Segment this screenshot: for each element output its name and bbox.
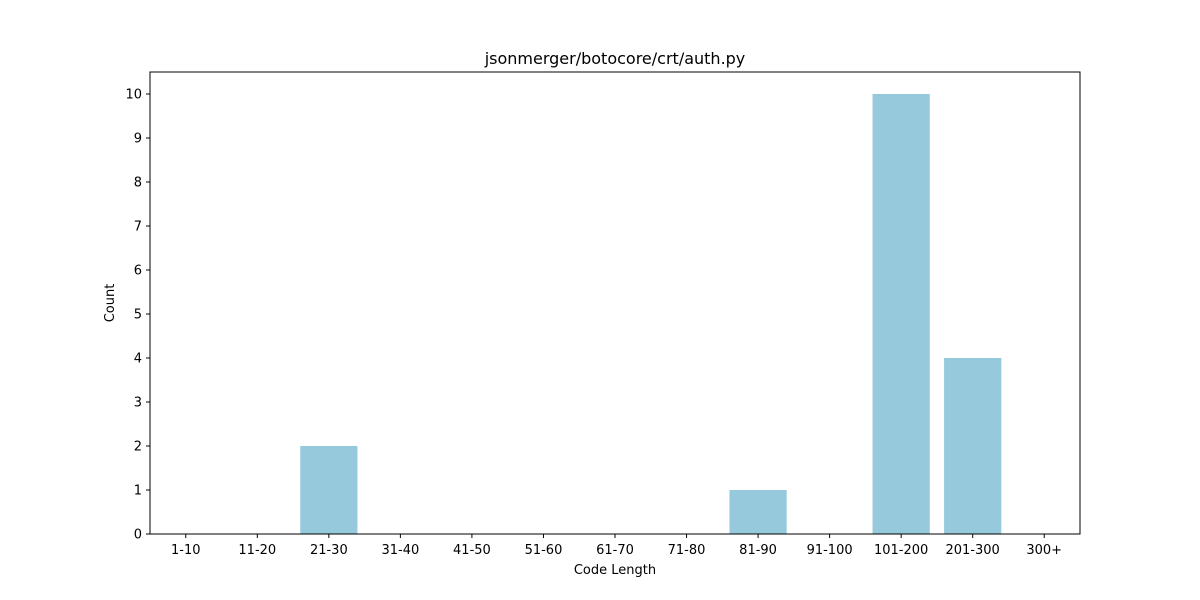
x-tick-label: 101-200 (874, 543, 928, 558)
x-tick-label: 71-80 (668, 543, 706, 558)
x-tick-label: 61-70 (596, 543, 634, 558)
bar-81-90 (729, 490, 787, 534)
bar-201-300 (944, 358, 1002, 534)
bar-21-30 (300, 446, 358, 534)
y-tick-label: 1 (134, 484, 142, 499)
plot-frame (149, 71, 1081, 535)
x-axis: 1-10 11-20 21-30 31-40 41-50 51-60 61-70 71-80 8… (171, 534, 1062, 558)
chart-title: jsonmerger/botocore/crt/auth.py (484, 49, 746, 68)
y-tick-label: 9 (134, 132, 142, 147)
y-tick-label: 5 (134, 308, 142, 323)
x-tick-label: 51-60 (525, 543, 563, 558)
bar-101-200 (872, 94, 930, 534)
x-tick-label: 1-10 (171, 543, 201, 558)
x-tick-label: 300+ (1026, 543, 1062, 558)
x-tick-label: 91-100 (807, 543, 853, 558)
y-tick-label: 3 (134, 396, 142, 411)
y-tick-label: 2 (134, 440, 142, 455)
x-tick-label: 201-300 (946, 543, 1000, 558)
y-tick-label: 6 (134, 264, 142, 279)
x-tick-label: 81-90 (739, 543, 777, 558)
x-tick-label: 11-20 (238, 543, 276, 558)
x-axis-label: Code Length (574, 563, 656, 578)
y-tick-label: 0 (134, 528, 142, 543)
bars-group (300, 94, 1002, 534)
x-tick-label: 21-30 (310, 543, 348, 558)
x-tick-label: 41-50 (453, 543, 491, 558)
y-tick-label: 8 (134, 176, 142, 191)
y-tick-label: 4 (134, 352, 142, 367)
y-tick-label: 7 (134, 220, 142, 235)
y-axis-label: Count (103, 284, 118, 323)
y-axis: 0 1 2 3 4 5 6 7 8 9 10 (125, 88, 150, 543)
y-tick-label: 10 (125, 88, 142, 103)
x-tick-label: 31-40 (381, 543, 419, 558)
